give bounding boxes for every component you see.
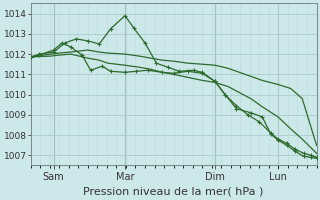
X-axis label: Pression niveau de la mer( hPa ): Pression niveau de la mer( hPa ) xyxy=(84,187,264,197)
